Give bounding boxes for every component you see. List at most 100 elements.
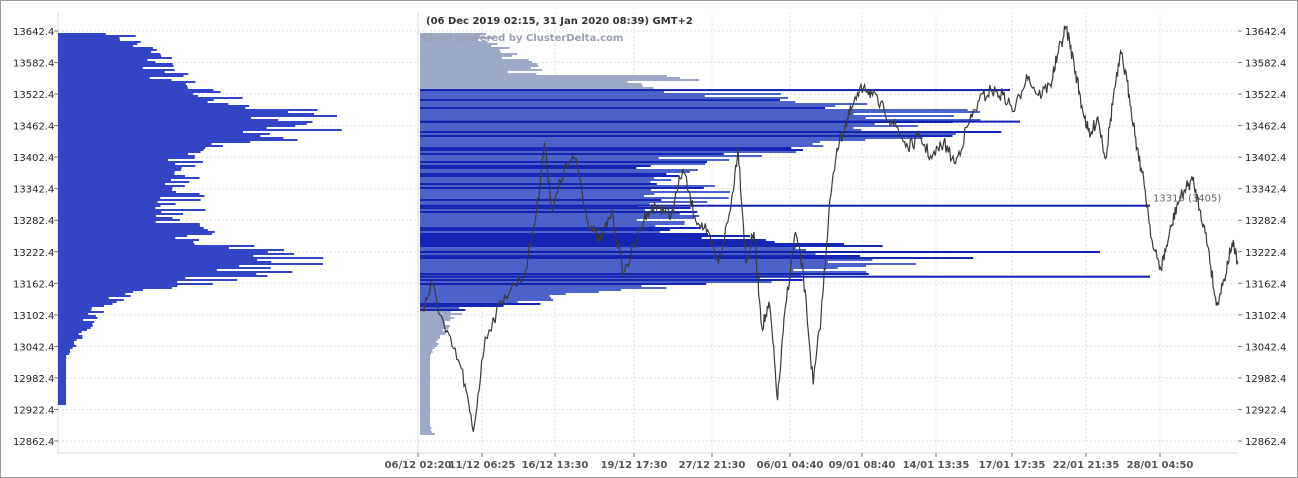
x-tick-label: 09/01 08:40 xyxy=(829,460,896,471)
main-profile-bar xyxy=(420,103,868,105)
x-tick-label: 06/01 04:40 xyxy=(757,460,824,471)
main-profile-bar xyxy=(420,67,531,69)
left-profile-bar xyxy=(58,105,250,107)
main-profile-bar xyxy=(420,365,430,367)
left-profile-bar xyxy=(58,323,93,325)
left-profile-bar xyxy=(58,237,176,239)
main-profile-bar xyxy=(420,417,430,419)
left-profile-bar xyxy=(58,287,172,289)
main-profile-bar xyxy=(420,111,981,113)
left-profile-bar xyxy=(58,191,177,193)
x-tick-label: 11/12 06:25 xyxy=(449,460,516,471)
left-profile-bar xyxy=(58,207,156,209)
main-profile-bar xyxy=(420,157,659,159)
left-profile-bar xyxy=(58,127,267,129)
left-profile-bar xyxy=(58,263,323,265)
main-profile-bar xyxy=(420,415,430,417)
left-profile-bar xyxy=(58,339,77,341)
left-profile-bar xyxy=(58,183,166,185)
left-profile-bar xyxy=(58,211,162,213)
left-profile-bar xyxy=(58,259,258,261)
main-profile-bar xyxy=(420,169,698,171)
y-tick-label: 13222.4 xyxy=(13,248,54,259)
left-profile-bar xyxy=(58,161,203,163)
main-profile-bar xyxy=(420,217,695,219)
left-profile-bar xyxy=(58,171,175,173)
x-tick-label: 19/12 17:30 xyxy=(601,460,668,471)
main-profile-bar xyxy=(420,91,665,93)
main-profile-bar xyxy=(420,177,654,179)
main-profile-bar xyxy=(420,113,854,115)
main-profile-bar xyxy=(420,281,772,283)
left-profile-bar xyxy=(58,119,279,121)
main-profile-bar xyxy=(420,409,430,411)
left-profile-bar xyxy=(58,235,188,237)
main-profile-bar xyxy=(420,289,622,291)
left-profile-bar xyxy=(58,395,66,397)
main-profile-bar xyxy=(420,323,446,325)
left-profile-bar xyxy=(58,87,188,89)
main-profile-bar xyxy=(420,189,652,191)
left-profile-bar xyxy=(58,255,254,257)
main-profile-bar xyxy=(420,331,448,333)
left-profile-bar xyxy=(58,301,117,303)
left-profile-bar xyxy=(58,115,338,117)
left-profile-bar xyxy=(58,399,66,401)
main-profile-bar xyxy=(420,285,642,287)
left-profile-bar xyxy=(58,343,75,345)
left-profile-bar xyxy=(58,227,204,229)
left-profile-bar xyxy=(58,93,194,95)
left-profile-bar xyxy=(58,289,143,291)
left-profile-bar xyxy=(58,387,66,389)
y-tick-label: 13222.4 xyxy=(1245,248,1286,259)
left-profile-bar xyxy=(58,213,184,215)
y-tick-label: 12922.4 xyxy=(13,405,54,416)
left-profile-bar xyxy=(58,51,152,53)
main-profile-bar xyxy=(420,321,445,323)
main-profile-bar xyxy=(420,125,918,127)
main-profile-bar xyxy=(420,287,667,289)
left-profile-bar xyxy=(58,369,66,371)
left-profile-bar xyxy=(58,173,175,175)
main-profile-bar xyxy=(420,33,487,35)
left-profile-bar xyxy=(58,189,173,191)
left-profile-bar xyxy=(58,397,66,399)
left-profile-bar xyxy=(58,231,215,233)
main-profile-bar xyxy=(420,201,708,203)
left-profile-bar xyxy=(58,393,66,395)
left-profile-bar xyxy=(58,165,196,167)
main-profile-bar xyxy=(420,223,685,225)
x-tick-label: 27/12 21:30 xyxy=(679,460,746,471)
left-profile-bar xyxy=(58,125,296,127)
x-tick-label: 22/01 21:35 xyxy=(1053,460,1120,471)
left-profile-bar xyxy=(58,317,98,319)
y-tick-label: 13282.4 xyxy=(13,216,54,227)
main-profile-bar xyxy=(420,303,541,305)
main-profile-bar xyxy=(420,75,667,77)
left-profile-bar xyxy=(58,253,294,255)
main-profile-bar xyxy=(420,361,430,363)
left-profile-bar xyxy=(58,233,213,235)
main-profile-bar xyxy=(420,395,430,397)
left-profile-bar xyxy=(58,265,240,267)
left-profile-bar xyxy=(58,205,161,207)
main-profile-bar xyxy=(420,181,651,183)
main-profile-bar xyxy=(420,123,875,125)
left-profile-bar xyxy=(58,221,156,223)
main-profile-bar xyxy=(420,147,792,149)
main-profile-bar xyxy=(420,345,438,347)
left-profile-bar xyxy=(58,179,172,181)
main-profile-bar xyxy=(420,193,655,195)
left-profile-bar xyxy=(58,121,313,123)
y-tick-label: 13042.4 xyxy=(13,342,54,353)
left-profile-bar xyxy=(58,53,161,55)
left-profile-bar xyxy=(58,305,105,307)
left-profile-bar xyxy=(58,379,66,381)
main-profile-bar xyxy=(420,349,433,351)
main-profile-bar xyxy=(420,99,781,101)
main-profile-bar xyxy=(420,83,642,85)
main-profile-bar xyxy=(420,139,866,141)
main-profile-bar xyxy=(420,429,431,431)
left-profile-bar xyxy=(58,225,201,227)
main-profile-bar xyxy=(420,105,836,107)
